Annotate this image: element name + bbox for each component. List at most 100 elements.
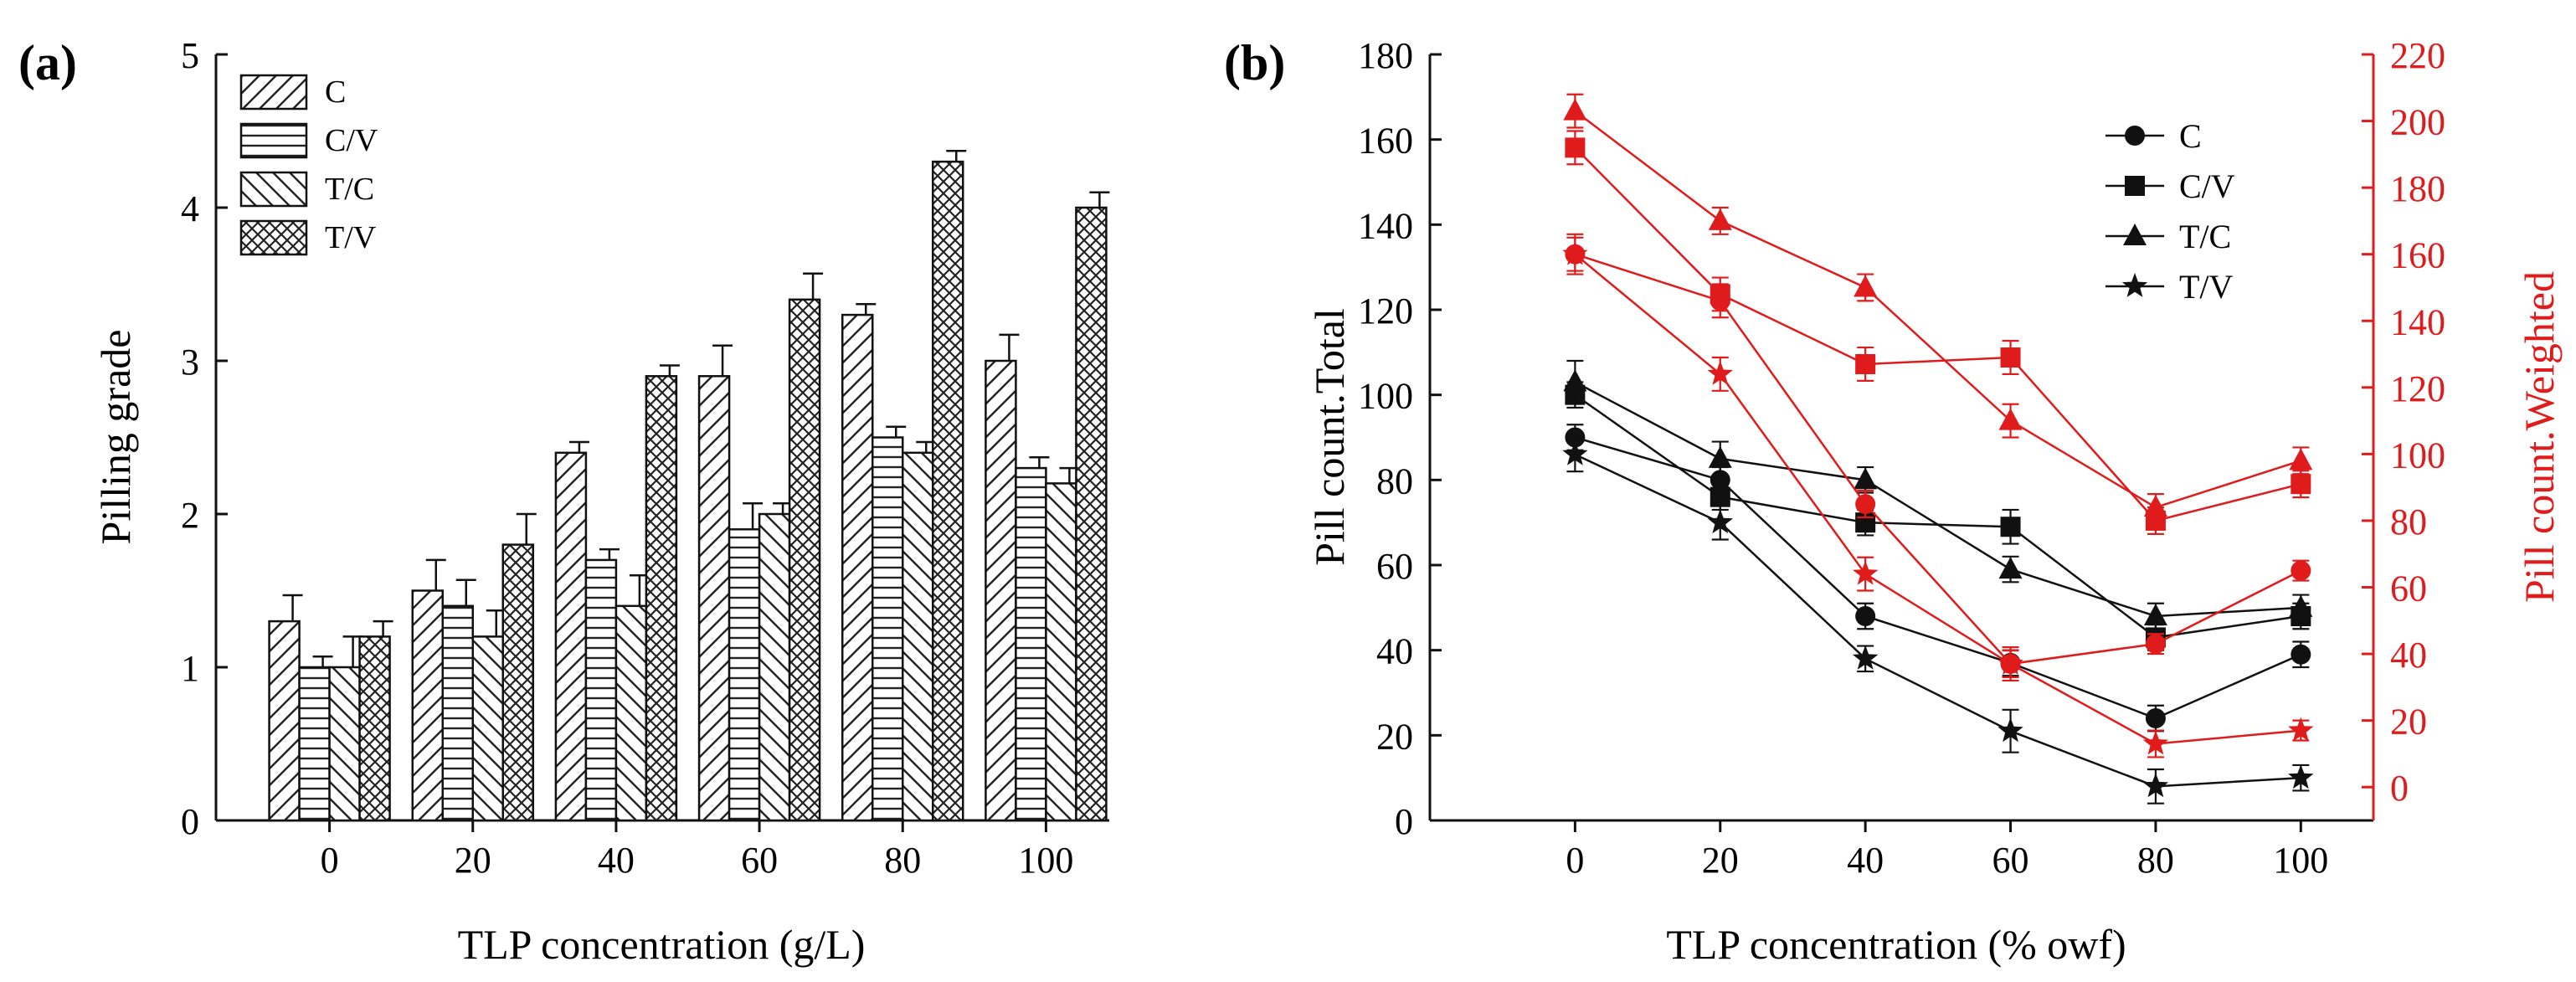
b-legend-label: T/C [2179, 218, 2231, 255]
a-bar-C-40 [554, 451, 588, 822]
a-bar-C-100 [985, 359, 1017, 822]
b-point-tv-weighted [1562, 240, 1588, 265]
b-point-tv [1998, 717, 2023, 743]
b-y2-tick-label: 160 [2390, 235, 2445, 276]
b-line-tc-weighted [1574, 110, 2301, 509]
b-line-tv [1574, 453, 2301, 788]
panel-b: (b) 0 20 40 60 80 100 120 140 160 180 0 20 40 60 80 100… [1224, 35, 2563, 968]
a-error-bar [946, 150, 967, 162]
b-legend-marker [2123, 224, 2147, 245]
a-error-bar [312, 655, 333, 667]
a-error-bar [659, 364, 680, 377]
a-legend-label: T/C [325, 172, 374, 207]
b-point-tc-weighted [1708, 208, 1732, 230]
b-x-tick-label: 40 [1847, 840, 1884, 881]
panel-a-label: (a) [18, 35, 77, 90]
b-point-tv [2288, 764, 2314, 789]
b-point-cv-weighted [1565, 137, 1586, 158]
b-point-tv [2142, 773, 2169, 798]
b-point-cv-weighted [2291, 474, 2311, 495]
b-point-c [2145, 708, 2166, 728]
b-y-axis-title: Pill count.Total [1306, 308, 1353, 566]
a-bar-CV-60 [728, 528, 761, 822]
a-bar-CV-80 [872, 436, 904, 822]
b-y2-tick-label: 40 [2390, 635, 2427, 676]
b-legend-marker [2125, 126, 2145, 146]
b-point-tc [1563, 369, 1587, 392]
b-point-cv-weighted [1855, 353, 1876, 374]
a-error-bar [856, 303, 877, 316]
b-y2-tick-label: 140 [2390, 301, 2445, 342]
a-error-bar [425, 558, 446, 591]
a-bar-TC-80 [902, 451, 934, 822]
b-legend-marker [2125, 176, 2145, 196]
a-legend-swatch [239, 122, 308, 159]
a-y-tick-label: 4 [181, 188, 199, 229]
b-y-tick-label: 0 [1395, 801, 1413, 842]
b-point-cv-weighted [2000, 347, 2021, 368]
a-error-bar [516, 512, 537, 545]
a-bar-TV-60 [788, 298, 821, 822]
b-point-cv [2000, 517, 2021, 537]
b-legend-label: C [2179, 117, 2202, 155]
a-bar-TC-40 [614, 604, 648, 822]
b-line-tc [1574, 381, 2301, 618]
b-point-tc-weighted [1563, 98, 1587, 121]
b-y-tick-label: 120 [1358, 290, 1413, 332]
b-y-tick-label: 80 [1376, 460, 1413, 501]
panel-a: (a) 0 1 2 3 4 5 0 20 40 60 80 100 C C/V T/C T/V TLP con… [18, 35, 1110, 968]
b-y2-tick-label: 200 [2390, 102, 2445, 143]
b-point-tc-weighted [2143, 495, 2167, 517]
b-point-tc [1854, 467, 1878, 490]
panel-b-label: (b) [1224, 35, 1285, 90]
b-y-tick-label: 140 [1358, 205, 1413, 246]
a-y-tick-label: 0 [181, 801, 199, 842]
b-line-cv-weighted [1574, 147, 2301, 522]
a-bar-TC-100 [1045, 482, 1077, 822]
a-bar-TV-40 [645, 375, 678, 822]
b-y2-tick-label: 80 [2390, 501, 2427, 542]
a-y-tick-label: 3 [181, 342, 199, 383]
b-y-tick-label: 180 [1358, 35, 1413, 76]
a-error-bar [599, 548, 620, 560]
b-y2-axis-title: Pill count.Weighted [2516, 271, 2563, 603]
b-point-tv [1562, 440, 1588, 465]
a-bar-TV-20 [501, 543, 534, 822]
b-y2-tick-label: 100 [2390, 434, 2445, 476]
a-error-bar [1029, 456, 1050, 469]
a-error-bar [373, 620, 393, 637]
b-point-tc-weighted [2289, 448, 2313, 470]
a-y-axis-title: Pilling grade [92, 330, 139, 545]
b-point-tc-weighted [1854, 275, 1878, 297]
a-bar-TV-0 [358, 635, 391, 822]
b-legend-marker [2121, 273, 2148, 297]
b-point-tc-weighted [1998, 408, 2023, 430]
b-point-tv [1707, 509, 1733, 534]
b-y-tick-label: 20 [1376, 716, 1413, 757]
a-bar-CV-20 [441, 604, 474, 822]
b-legend-label: C/V [2179, 167, 2235, 205]
a-x-tick-label: 40 [598, 840, 635, 881]
b-point-tv-weighted [1998, 650, 2023, 675]
a-legend-label: T/V [325, 220, 377, 255]
b-x-tick-label: 0 [1566, 840, 1584, 881]
b-y-tick-label: 160 [1358, 121, 1413, 162]
a-error-bar [999, 333, 1020, 361]
b-y2-tick-label: 120 [2390, 368, 2445, 409]
a-legend-swatch [239, 219, 308, 256]
b-point-tc [2143, 604, 2167, 625]
a-legend-swatch [239, 171, 308, 208]
b-y2-tick-label: 0 [2390, 768, 2409, 809]
a-bar-C-60 [697, 375, 731, 822]
b-line-tv-weighted [1574, 253, 2301, 745]
a-error-bar [282, 594, 303, 622]
a-y-tick-label: 2 [181, 495, 199, 536]
a-bar-CV-0 [298, 666, 331, 822]
a-error-bar [455, 578, 476, 606]
a-x-tick-label: 80 [884, 840, 921, 881]
b-x-axis-title: TLP concentration (% owf) [1666, 921, 2126, 968]
a-error-bar [886, 425, 907, 438]
a-x-tick-label: 100 [1018, 840, 1073, 881]
b-point-c [1855, 606, 1876, 626]
a-bar-TV-80 [932, 160, 964, 822]
